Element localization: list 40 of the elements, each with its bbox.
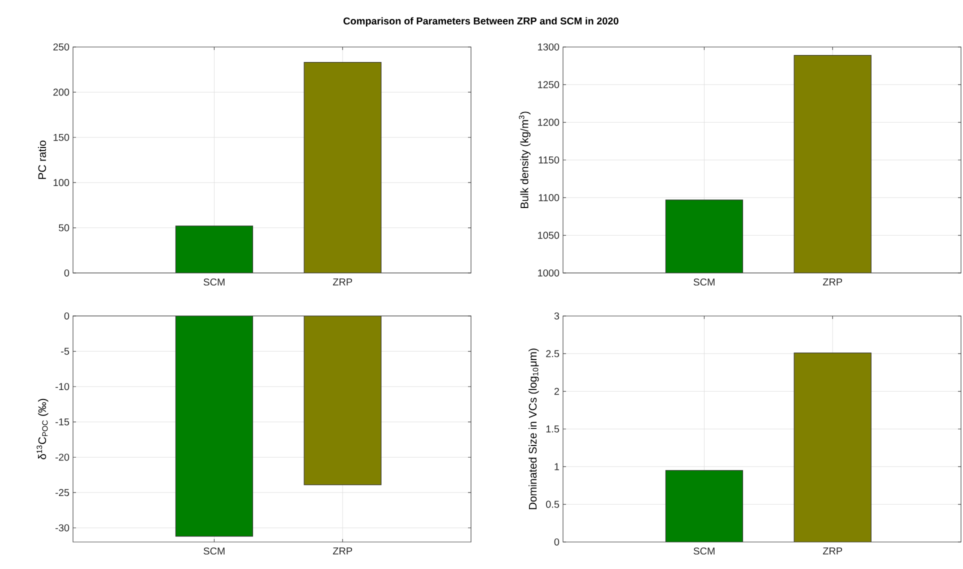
y-axis-title: Bulk density (kg/m$^{3}$): [518, 112, 530, 208]
y-tick-label: 1: [554, 463, 560, 470]
y-tick-label: 1150: [538, 156, 560, 164]
x-tick-label: ZRP: [332, 278, 352, 286]
y-tick-label: 1.5: [546, 426, 560, 432]
chart-title: Comparison of Parameters Between ZRP and SCM in 2020: [344, 17, 618, 26]
y-tick-label: 150: [54, 134, 70, 141]
y-tick-label: 2.5: [546, 350, 560, 358]
y-tick-label: 100: [54, 179, 70, 186]
x-tick-label: SCM: [204, 278, 224, 286]
y-axis-title: δ$^{13}$C$_{POC}$ (‰): [36, 398, 48, 460]
y-tick-label: 50: [58, 224, 70, 232]
y-tick-label: 0: [64, 269, 70, 277]
y-tick-label: 0: [64, 312, 70, 320]
y-tick-label: 1050: [538, 232, 560, 239]
y-tick-label: 3: [554, 312, 560, 320]
y-tick-label: -20: [56, 454, 70, 461]
y-axis-title: Dominated Size in VCs (log$_{10}$μm): [528, 348, 539, 510]
y-tick-label: 1300: [538, 43, 560, 51]
y-tick-label: 1000: [538, 269, 560, 277]
x-tick-label: ZRP: [822, 548, 842, 554]
x-tick-label: ZRP: [332, 548, 352, 554]
y-tick-label: -15: [56, 418, 70, 426]
y-tick-label: 2: [554, 388, 559, 395]
y-tick-label: -30: [56, 524, 70, 532]
x-tick-label: SCM: [694, 278, 714, 286]
x-tick-label: SCM: [204, 548, 224, 555]
y-tick-label: 1250: [538, 81, 560, 88]
x-tick-label: SCM: [694, 548, 714, 555]
y-tick-label: 1200: [538, 118, 560, 126]
y-tick-label: 0: [554, 538, 560, 546]
y-tick-label: 200: [53, 88, 70, 96]
y-tick-label: -5: [61, 348, 70, 355]
y-tick-label: 250: [53, 43, 70, 51]
y-tick-label: -25: [56, 489, 70, 496]
y-tick-label: -10: [56, 383, 70, 390]
y-tick-label: 0.5: [546, 500, 560, 508]
x-tick-label: ZRP: [822, 278, 842, 286]
y-axis-title: PC ratio: [38, 140, 46, 179]
y-tick-label: 1100: [538, 194, 560, 202]
